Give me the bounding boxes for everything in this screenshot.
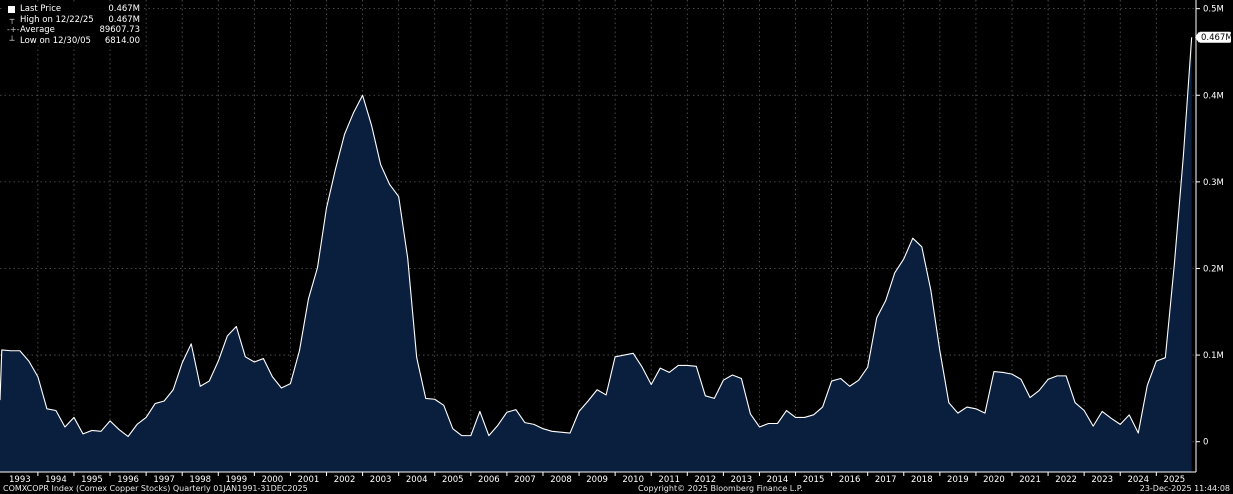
last-value-box bbox=[1199, 31, 1231, 43]
x-tick-label: 2008 bbox=[550, 475, 572, 485]
footer-index-description: COMXCOPR Index (Comex Copper Stocks) Qua… bbox=[3, 484, 308, 493]
x-tick-label: 1994 bbox=[45, 475, 67, 485]
legend-row-average: -+- Average 89607.73 bbox=[4, 25, 142, 36]
x-tick-label: 2017 bbox=[875, 475, 897, 485]
x-tick-label: 2012 bbox=[695, 475, 717, 485]
legend-value: 0.467M bbox=[108, 14, 140, 25]
legend-row-high: ┬ High on 12/22/25 0.467M bbox=[4, 15, 142, 26]
x-tick-label: 2023 bbox=[1091, 475, 1113, 485]
legend-label: Average bbox=[20, 25, 55, 36]
x-tick-label: 2025 bbox=[1164, 475, 1186, 485]
x-tick-label: 2011 bbox=[658, 475, 680, 485]
y-axis: 0 0.1M 0.2M 0.3M 0.4M 0.5M bbox=[1196, 5, 1224, 448]
y-tick-label: 0.3M bbox=[1203, 178, 1224, 188]
y-tick-label: 0.4M bbox=[1203, 91, 1224, 101]
x-tick-label: 2013 bbox=[731, 475, 753, 485]
series-line bbox=[0, 37, 1193, 438]
x-tick-label: 2021 bbox=[1019, 475, 1041, 485]
x-axis: 1993 1994 1995 1996 1997 1998 1999 2000 2001 2002… bbox=[9, 472, 1185, 485]
x-tick-label: 2019 bbox=[947, 475, 969, 485]
legend-value: 0.467M bbox=[108, 4, 140, 14]
y-tick-label: 0 bbox=[1203, 438, 1208, 448]
legend: Last Price 0.467M ┬ High on 12/22/25 0.4… bbox=[4, 4, 142, 47]
last-value-marker: 0.467M bbox=[1195, 31, 1233, 43]
series-area-fill bbox=[0, 37, 1192, 473]
average-marker-icon: -+- bbox=[7, 25, 20, 35]
x-tick-label: 2003 bbox=[370, 475, 392, 485]
low-marker-icon: ┴ bbox=[9, 35, 15, 45]
legend-value: 6814.00 bbox=[104, 35, 140, 46]
y-tick-label: 0.5M bbox=[1203, 5, 1224, 15]
x-tick-label: 1995 bbox=[81, 475, 103, 485]
x-tick-label: 1993 bbox=[9, 475, 31, 485]
x-tick-label: 2015 bbox=[803, 475, 825, 485]
x-tick-label: 2005 bbox=[442, 475, 464, 485]
x-tick-label: 1996 bbox=[117, 475, 139, 485]
x-tick-label: 2002 bbox=[334, 475, 356, 485]
legend-row-last-price: Last Price 0.467M bbox=[4, 4, 142, 15]
x-tick-label: 2001 bbox=[298, 475, 320, 485]
x-tick-label: 2006 bbox=[478, 475, 500, 485]
x-tick-label: 2016 bbox=[839, 475, 861, 485]
footer-copyright: Copyright© 2025 Bloomberg Finance L.P. bbox=[638, 484, 803, 493]
x-tick-label: 2022 bbox=[1055, 475, 1077, 485]
legend-label: Low on 12/30/05 bbox=[20, 35, 91, 46]
x-tick-label: 2018 bbox=[911, 475, 933, 485]
x-tick-label: 2009 bbox=[586, 475, 608, 485]
x-tick-label: 1998 bbox=[189, 475, 211, 485]
x-tick-label: 2000 bbox=[262, 475, 284, 485]
x-tick-label: 1999 bbox=[225, 475, 247, 485]
legend-label: Last Price bbox=[20, 4, 62, 14]
high-marker-icon: ┬ bbox=[9, 14, 15, 24]
x-tick-label: 2024 bbox=[1127, 475, 1149, 485]
y-tick-label: 0.1M bbox=[1203, 351, 1224, 361]
last-price-swatch-icon bbox=[8, 6, 15, 13]
last-value-pointer bbox=[1195, 31, 1199, 43]
last-value-label: 0.467M bbox=[1201, 33, 1233, 43]
x-tick-label: 2010 bbox=[622, 475, 644, 485]
legend-row-low: ┴ Low on 12/30/05 6814.00 bbox=[4, 36, 142, 47]
y-tick-label: 0.2M bbox=[1203, 264, 1224, 274]
x-tick-label: 2020 bbox=[983, 475, 1005, 485]
legend-label: High on 12/22/25 bbox=[20, 14, 94, 25]
x-tick-label: 2014 bbox=[767, 475, 789, 485]
x-tick-label: 2004 bbox=[406, 475, 428, 485]
footer-timestamp: 23-Dec-2025 11:44:08 bbox=[1139, 484, 1230, 493]
legend-value: 89607.73 bbox=[99, 25, 140, 36]
x-tick-label: 1997 bbox=[153, 475, 175, 485]
x-tick-label: 2007 bbox=[514, 475, 536, 485]
